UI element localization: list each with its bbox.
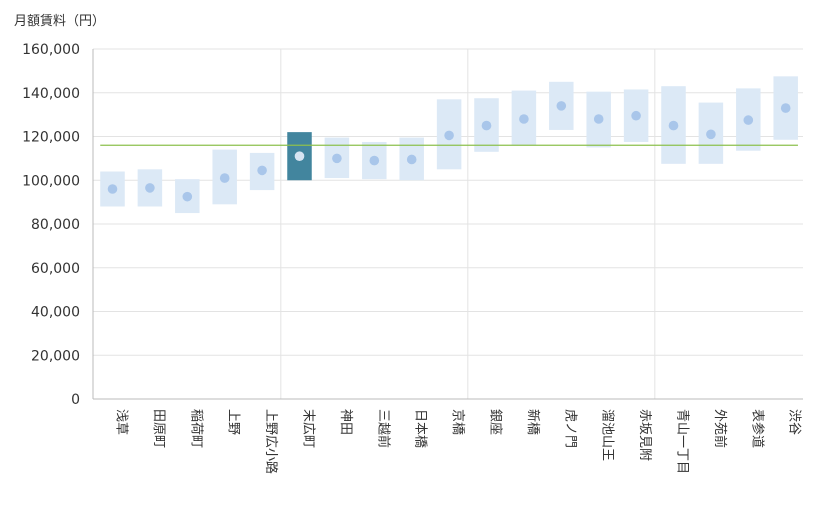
x-tick-labels: 浅草 田原町 稲荷町 上野 上野広小路 末広町 神田 三越前 日本橋 京橋 銀座 新橋 虎ノ門 溜池山王 赤… — [114, 409, 802, 474]
average-dot — [668, 120, 679, 131]
average-dot — [519, 114, 529, 124]
x-tick-label: 上野 — [226, 409, 241, 435]
x-tick-label: 稲荷町 — [188, 409, 203, 448]
y-tick-label: 20,000 — [31, 348, 80, 364]
average-dot — [743, 115, 754, 125]
average-dot — [556, 101, 567, 111]
average-dot — [593, 114, 604, 124]
y-tick-labels: 0 20,000 40,000 60,000 80,000 100,000 120,000 1… — [22, 42, 80, 408]
average-dots — [107, 101, 791, 202]
y-tick-label: 80,000 — [31, 217, 80, 233]
average-dot — [219, 173, 230, 183]
x-tick-label: 虎ノ門 — [562, 409, 577, 448]
x-tick-label: 上野広小路 — [263, 409, 279, 474]
x-tick-label: 赤坂見附 — [637, 409, 652, 461]
x-tick-label: 神田 — [338, 409, 353, 435]
y-tick-label: 40,000 — [31, 305, 80, 321]
average-dot — [780, 103, 791, 113]
x-tick-label: 京橋 — [450, 409, 465, 435]
x-tick-label: 三越前 — [375, 409, 391, 448]
y-tick-label: 120,000 — [22, 130, 80, 146]
x-tick-label: 青山一丁目 — [675, 409, 690, 474]
x-tick-label: 末広町 — [301, 409, 316, 448]
y-axis-title: 月額賃料（円） — [14, 14, 105, 29]
x-tick-label: 溜池山王 — [600, 409, 615, 461]
average-dot — [444, 130, 454, 141]
y-tick-label: 140,000 — [22, 86, 80, 102]
y-tick-label: 0 — [71, 392, 80, 408]
average-dot — [107, 184, 118, 194]
average-dot — [631, 110, 641, 121]
y-tick-label: 60,000 — [31, 261, 80, 277]
average-dot — [182, 191, 193, 202]
x-tick-label: 新橋 — [525, 409, 541, 435]
x-tick-label: 表参道 — [749, 409, 765, 448]
average-dot — [406, 154, 417, 165]
axes — [92, 49, 803, 400]
x-tick-label: 銀座 — [488, 409, 503, 435]
x-tick-label: 日本橋 — [413, 409, 428, 448]
average-dot — [294, 151, 305, 161]
average-dot — [257, 165, 267, 176]
y-tick-label: 100,000 — [22, 173, 80, 189]
x-tick-label: 田原町 — [151, 409, 166, 448]
x-tick-label: 浅草 — [114, 409, 129, 435]
x-tick-label: 渋谷 — [787, 409, 802, 435]
average-dot — [332, 153, 342, 164]
average-dot — [145, 183, 155, 193]
average-dot — [369, 155, 380, 166]
average-dot — [481, 120, 492, 131]
average-dot — [706, 129, 716, 140]
group-separators — [280, 49, 656, 399]
y-tick-label: 160,000 — [22, 42, 80, 58]
x-tick-label: 外苑前 — [712, 409, 728, 448]
